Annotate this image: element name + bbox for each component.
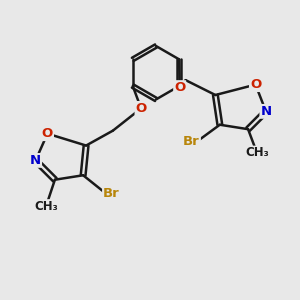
Text: Br: Br: [103, 187, 120, 200]
Text: O: O: [174, 81, 185, 94]
Text: N: N: [30, 154, 41, 167]
Text: O: O: [250, 78, 261, 91]
Text: CH₃: CH₃: [34, 200, 58, 213]
Text: CH₃: CH₃: [245, 146, 269, 160]
Text: O: O: [136, 102, 147, 115]
Text: Br: Br: [183, 135, 200, 148]
Text: O: O: [42, 127, 53, 140]
Text: N: N: [260, 105, 272, 118]
